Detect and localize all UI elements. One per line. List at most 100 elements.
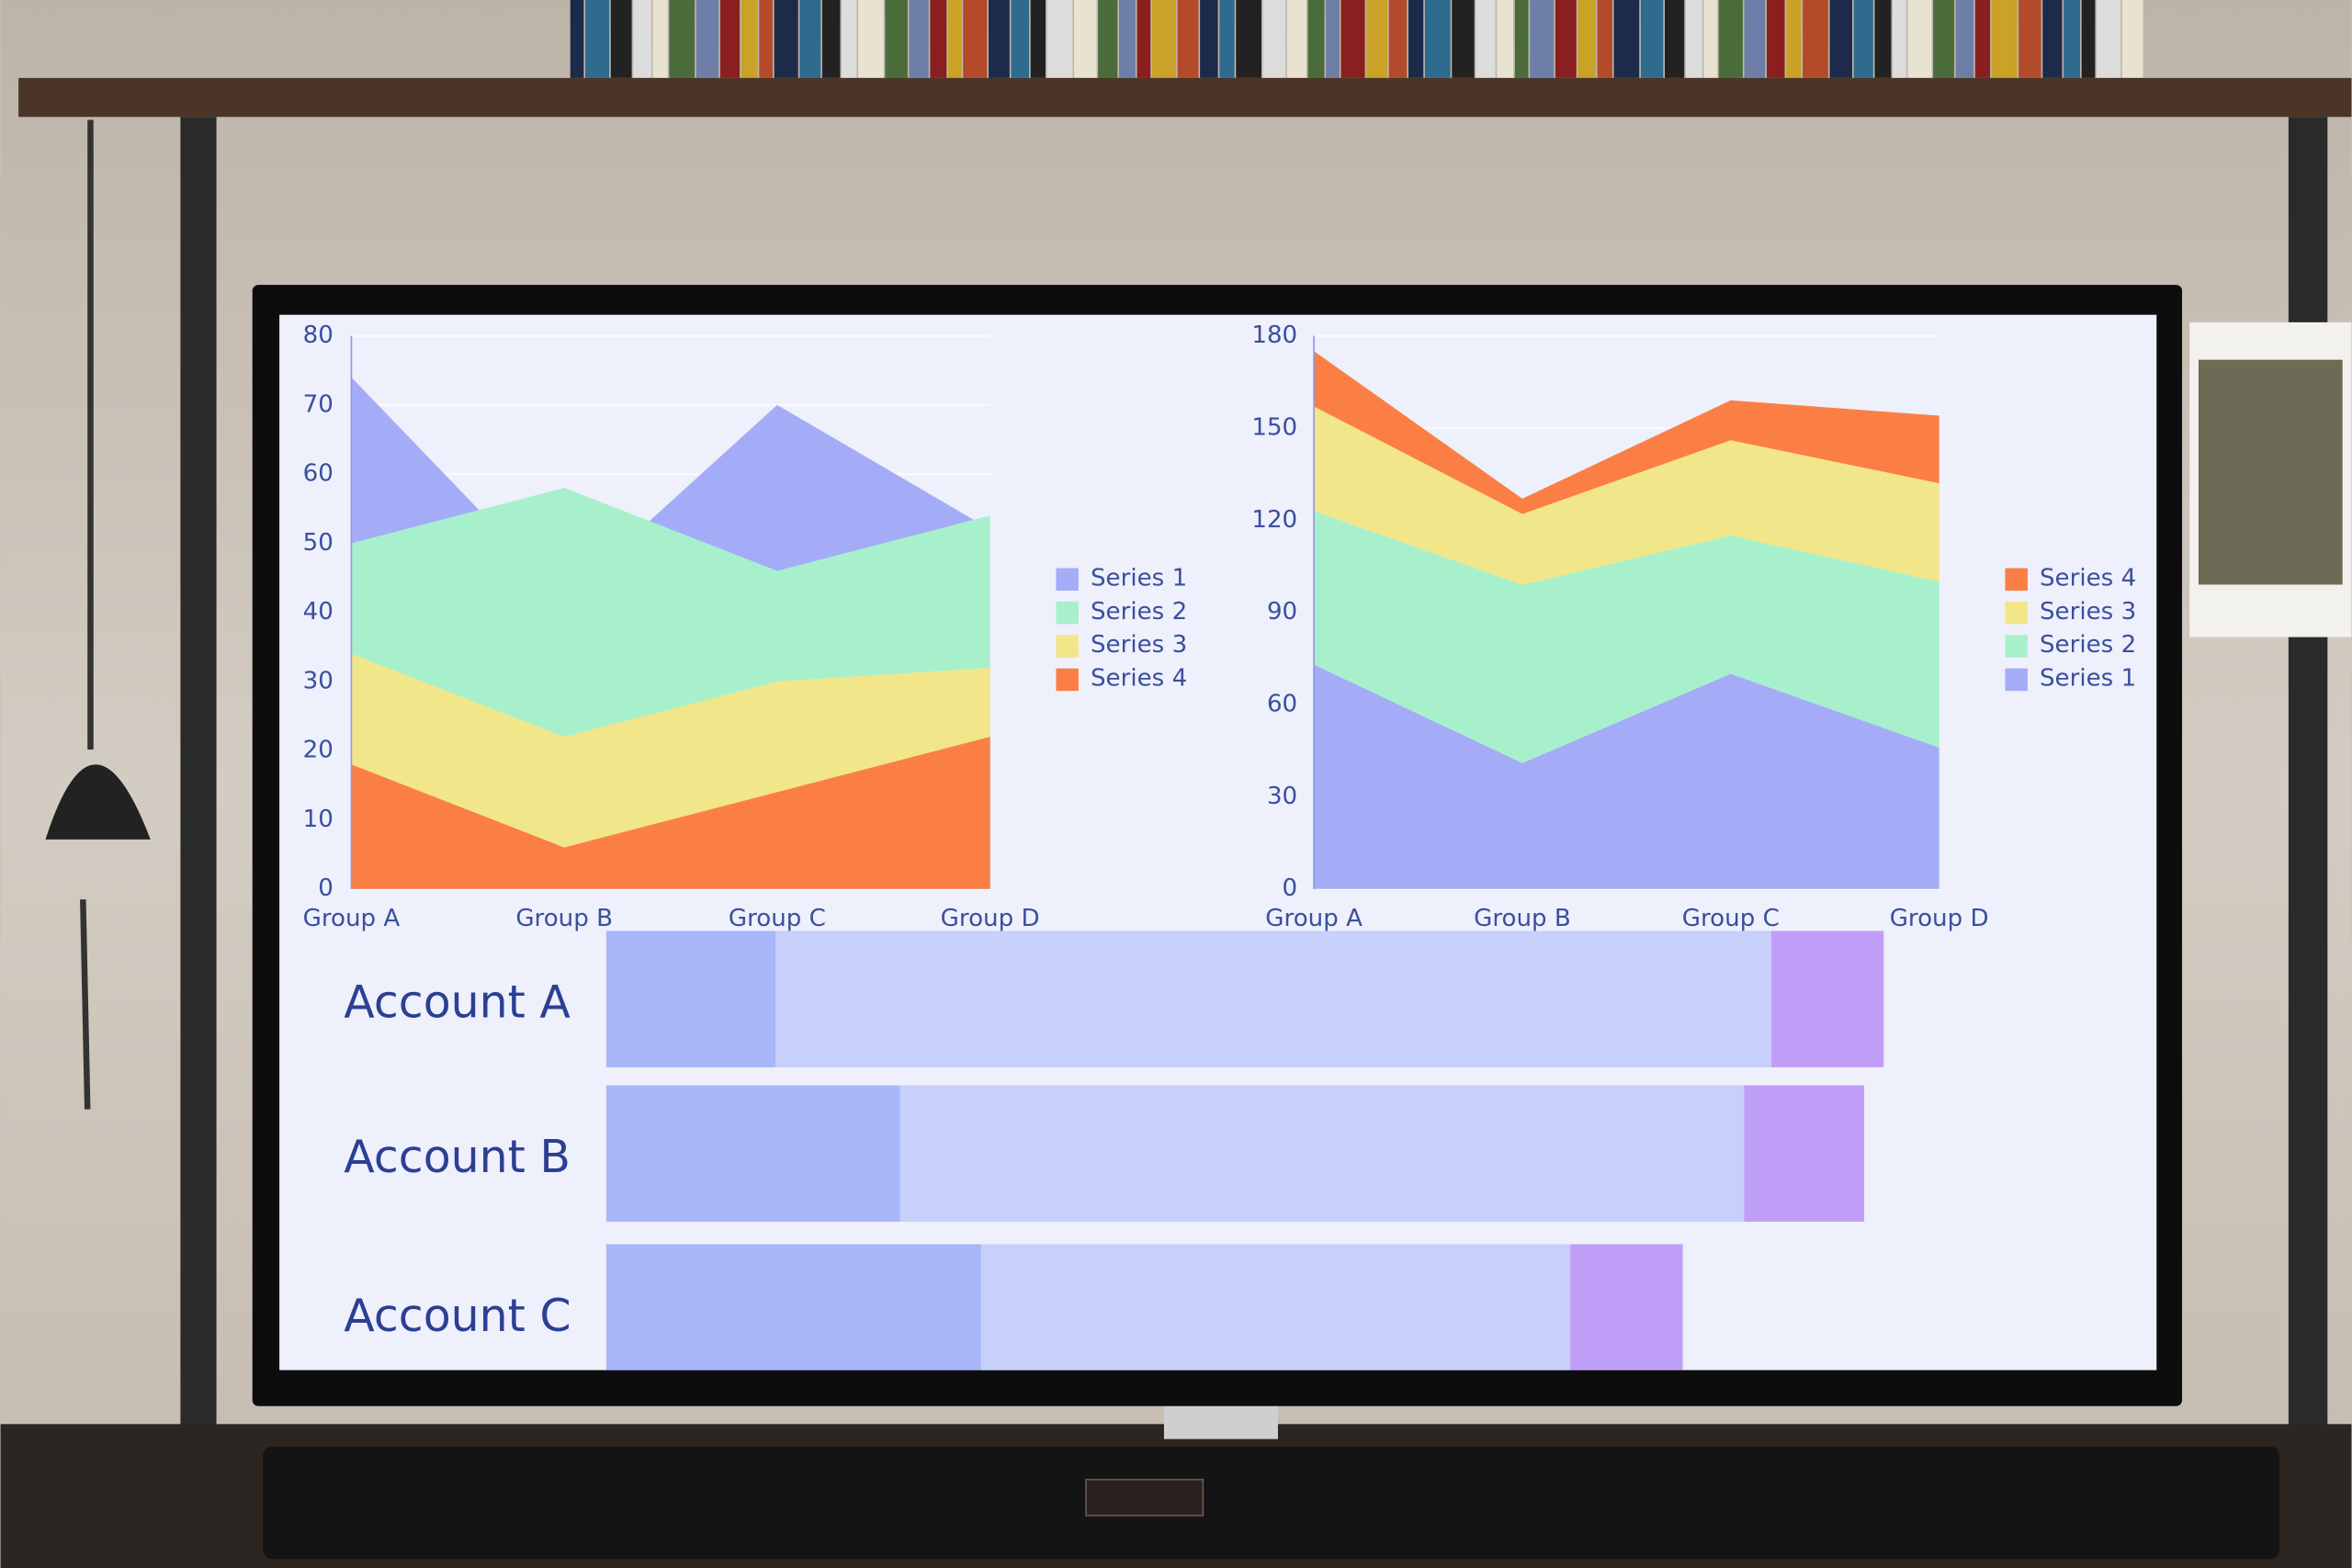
- legend-swatch: [2005, 635, 2028, 658]
- book: [1991, 0, 2018, 78]
- area: [1314, 406, 1939, 585]
- book: [1262, 0, 1286, 78]
- book: [1555, 0, 1577, 78]
- book: [1476, 0, 1496, 78]
- book: [610, 0, 632, 78]
- book: [1136, 0, 1151, 78]
- book: [1744, 0, 1766, 78]
- y-tick-label: 60: [1267, 691, 1297, 718]
- area: [1314, 511, 1939, 763]
- book: [1074, 0, 1097, 78]
- bar-segment: [980, 1244, 1571, 1371]
- legend-swatch: [2005, 601, 2028, 625]
- book: [1452, 0, 1475, 78]
- bar-segment: [1770, 931, 1884, 1067]
- x-tick-label: Group A: [1265, 905, 1363, 932]
- y-tick-label: 60: [303, 460, 334, 488]
- y-tick-label: 180: [1251, 321, 1297, 349]
- book: [1685, 0, 1702, 78]
- book: [2097, 0, 2121, 78]
- area: [1314, 351, 1939, 514]
- y-tick-label: 20: [303, 737, 334, 764]
- book: [963, 0, 988, 78]
- legend-swatch: [2005, 668, 2028, 692]
- book: [1640, 0, 1664, 78]
- legend-label: Series 3: [2040, 598, 2136, 626]
- y-tick-label: 80: [303, 321, 334, 349]
- book: [1955, 0, 1974, 78]
- area: [1314, 664, 1939, 889]
- y-tick-label: 30: [1267, 783, 1297, 810]
- book: [1703, 0, 1718, 78]
- book: [1829, 0, 1853, 78]
- book: [1974, 0, 1991, 78]
- book: [1307, 0, 1325, 78]
- book: [669, 0, 695, 78]
- y-tick-label: 150: [1251, 413, 1297, 441]
- book: [1853, 0, 1873, 78]
- book: [1613, 0, 1640, 78]
- book: [1530, 0, 1555, 78]
- y-tick-label: 10: [303, 806, 334, 833]
- book: [947, 0, 962, 78]
- category-label: Account C: [344, 1290, 571, 1342]
- book: [1497, 0, 1514, 78]
- bell: [45, 764, 151, 840]
- pipe: [180, 117, 217, 1496]
- book: [1177, 0, 1199, 78]
- x-tick-label: Group B: [1474, 905, 1571, 932]
- book: [1326, 0, 1340, 78]
- x-tick-label: Group D: [941, 905, 1040, 932]
- y-tick-label: 0: [318, 874, 334, 902]
- book: [633, 0, 651, 78]
- book: [1200, 0, 1218, 78]
- book: [2064, 0, 2081, 78]
- legend-label: Series 2: [2040, 631, 2136, 659]
- legend-swatch: [1056, 635, 1079, 658]
- book: [1366, 0, 1388, 78]
- legend-label: Series 1: [2040, 665, 2136, 693]
- y-tick-label: 50: [303, 529, 334, 557]
- book: [909, 0, 929, 78]
- bar-segment: [1744, 1085, 1865, 1223]
- y-tick-label: 120: [1251, 506, 1297, 534]
- book: [774, 0, 798, 78]
- soundbar-display: [1085, 1478, 1204, 1517]
- book: [930, 0, 947, 78]
- book: [2121, 0, 2143, 78]
- books: [570, 0, 2143, 78]
- book: [695, 0, 719, 78]
- x-tick-label: Group C: [1682, 905, 1780, 932]
- chime: [80, 119, 94, 1110]
- book: [1933, 0, 1954, 78]
- soundbar: [263, 1446, 2280, 1560]
- book: [842, 0, 857, 78]
- y-tick-label: 70: [303, 390, 334, 418]
- book: [1286, 0, 1306, 78]
- book: [858, 0, 884, 78]
- book: [1011, 0, 1030, 78]
- x-tick-label: Group D: [1890, 905, 1989, 932]
- area: [351, 737, 990, 889]
- legend-swatch: [1056, 601, 1079, 625]
- book: [1388, 0, 1408, 78]
- y-tick-label: 0: [1283, 874, 1298, 902]
- legend-label: Series 2: [1091, 598, 1187, 626]
- photo-picture: [2198, 359, 2343, 585]
- legend-swatch: [1056, 668, 1079, 692]
- book: [1665, 0, 1685, 78]
- book: [1577, 0, 1596, 78]
- book: [1766, 0, 1785, 78]
- legend-swatch: [2005, 568, 2028, 591]
- book: [719, 0, 741, 78]
- x-tick-label: Group C: [729, 905, 826, 932]
- book: [759, 0, 774, 78]
- dashboard: 0 10 20 30 40 50 60 70 80 Group A Group B Group C Gr…: [303, 321, 2136, 1371]
- book: [1046, 0, 1073, 78]
- book: [885, 0, 908, 78]
- book: [1030, 0, 1046, 78]
- bar-segment: [605, 1244, 981, 1371]
- book: [1340, 0, 1365, 78]
